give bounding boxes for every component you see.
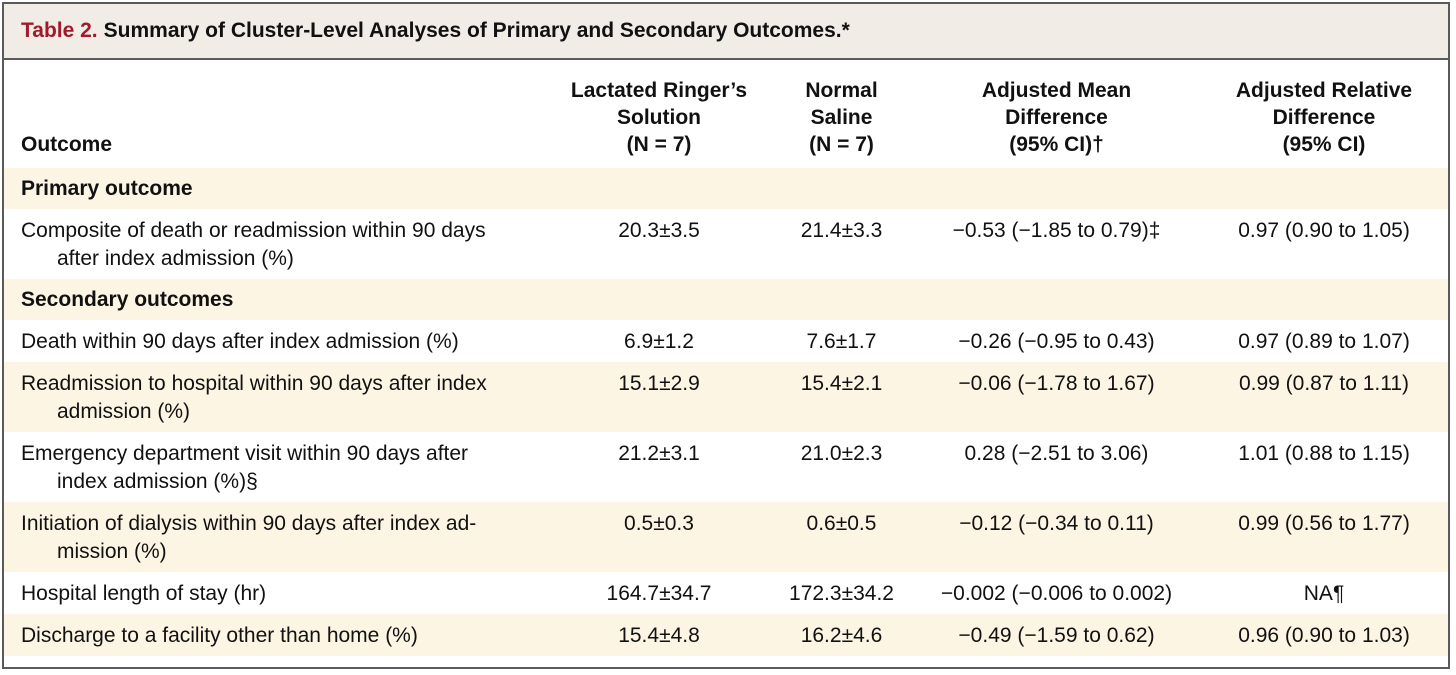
table-row: Hospital length of stay (hr) 164.7±34.7 …: [4, 572, 1448, 614]
section-label: Secondary outcomes: [21, 288, 234, 311]
adjusted-mean-difference-value: −0.26 (−0.95 to 0.43): [958, 330, 1155, 353]
adjusted-mean-difference-value: 0.28 (−2.51 to 3.06): [964, 442, 1149, 465]
adjusted-relative-difference-value: 1.01 (0.88 to 1.15): [1238, 442, 1410, 465]
lactated-ringers-value: 20.3±3.5: [618, 219, 700, 242]
header-outcome: Outcome: [21, 133, 113, 156]
lactated-ringers-value: 0.5±0.3: [624, 512, 694, 535]
outcome-line: admission (%): [57, 400, 191, 423]
outcome-cell: Discharge to a facility other than home …: [21, 622, 561, 650]
header-normal-saline: Normal Saline (N = 7): [769, 77, 914, 158]
normal-saline-value: 21.0±2.3: [800, 442, 883, 465]
header-adjusted-mean-difference: Adjusted Mean Difference (95% CI)†: [924, 77, 1189, 158]
normal-saline-value: 21.4±3.3: [800, 219, 883, 242]
outcome-line: after index admission (%): [57, 247, 294, 270]
normal-saline-value: 172.3±34.2: [789, 582, 894, 605]
adjusted-mean-difference-value: −0.06 (−1.78 to 1.67): [958, 372, 1155, 395]
outcome-cell: Hospital length of stay (hr): [21, 580, 561, 608]
section-label: Primary outcome: [21, 177, 193, 200]
outcome-cell: Death within 90 days after index admissi…: [21, 328, 561, 356]
outcome-line: Readmission to hospital within 90 days a…: [21, 372, 487, 395]
table-number: Table 2.: [21, 19, 98, 42]
outcome-line: Initiation of dialysis within 90 days af…: [21, 512, 477, 535]
adjusted-mean-difference-value: −0.12 (−0.34 to 0.11): [959, 512, 1154, 535]
outcome-line: Discharge to a facility other than home …: [21, 624, 418, 647]
header-line: (N = 7): [626, 133, 692, 156]
adjusted-mean-difference-value: −0.49 (−1.59 to 0.62): [958, 624, 1155, 647]
header-line: Normal: [805, 79, 878, 102]
table-row: Emergency department visit within 90 day…: [4, 432, 1448, 502]
table-row: Readmission to hospital within 90 days a…: [4, 362, 1448, 432]
header-line: Saline: [810, 106, 873, 129]
table-title-bar: Table 2. Summary of Cluster-Level Analys…: [4, 4, 1448, 60]
section-secondary-outcomes: Secondary outcomes: [4, 279, 1448, 320]
header-line: (95% CI)†: [1009, 133, 1104, 156]
outcome-cell: Readmission to hospital within 90 days a…: [21, 370, 561, 426]
header-line: Lactated Ringer’s: [570, 79, 748, 102]
outcome-line: Hospital length of stay (hr): [21, 582, 267, 605]
normal-saline-value: 16.2±4.6: [800, 624, 883, 647]
adjusted-mean-difference-value: −0.002 (−0.006 to 0.002): [940, 582, 1173, 605]
header-line: Difference: [1272, 106, 1376, 129]
header-line: Difference: [1005, 106, 1108, 129]
table-row: Composite of death or readmission within…: [4, 209, 1448, 279]
lactated-ringers-value: 6.9±1.2: [624, 330, 694, 353]
outcome-line: Composite of death or readmission within…: [21, 219, 486, 242]
normal-saline-value: 0.6±0.5: [806, 512, 877, 535]
header-line: Adjusted Mean: [981, 79, 1132, 102]
table-row: Initiation of dialysis within 90 days af…: [4, 502, 1448, 572]
outcome-cell: Initiation of dialysis within 90 days af…: [21, 510, 561, 566]
adjusted-relative-difference-value: 0.97 (0.89 to 1.07): [1238, 330, 1410, 353]
header-line: (95% CI): [1282, 133, 1366, 156]
adjusted-relative-difference-value: 0.99 (0.87 to 1.11): [1238, 372, 1410, 395]
outcome-cell: Emergency department visit within 90 day…: [21, 440, 561, 496]
adjusted-relative-difference-value: 0.97 (0.90 to 1.05): [1238, 219, 1410, 242]
lactated-ringers-value: 15.4±4.8: [618, 624, 700, 647]
lactated-ringers-value: 21.2±3.1: [618, 442, 700, 465]
adjusted-relative-difference-value: 0.96 (0.90 to 1.03): [1238, 624, 1410, 647]
adjusted-mean-difference-value: −0.53 (−1.85 to 0.79)‡: [952, 219, 1161, 242]
outcome-line: Death within 90 days after index admissi…: [21, 330, 459, 353]
table-header: Outcome Lactated Ringer’s Solution (N = …: [4, 60, 1448, 168]
adjusted-relative-difference-value: 0.99 (0.56 to 1.77): [1238, 512, 1410, 535]
header-adjusted-relative-difference: Adjusted Relative Difference (95% CI): [1219, 77, 1429, 158]
normal-saline-value: 15.4±2.1: [800, 372, 883, 395]
table-title: Summary of Cluster-Level Analyses of Pri…: [103, 19, 850, 42]
lactated-ringers-value: 164.7±34.7: [606, 582, 712, 605]
header-lactated-ringers: Lactated Ringer’s Solution (N = 7): [559, 77, 759, 158]
table-row: Discharge to a facility other than home …: [4, 614, 1448, 656]
lactated-ringers-value: 15.1±2.9: [618, 372, 700, 395]
outcome-cell: Composite of death or readmission within…: [21, 217, 561, 273]
normal-saline-value: 7.6±1.7: [806, 330, 877, 353]
table-row: Death within 90 days after index admissi…: [4, 320, 1448, 362]
outcome-line: index admission (%)§: [57, 470, 258, 493]
header-line: Solution: [617, 106, 701, 129]
header-line: Adjusted Relative: [1235, 79, 1413, 102]
outcome-line: mission (%): [57, 540, 167, 563]
adjusted-relative-difference-value: NA¶: [1303, 582, 1345, 605]
outcome-line: Emergency department visit within 90 day…: [21, 442, 469, 465]
section-primary-outcome: Primary outcome: [4, 168, 1448, 209]
header-line: (N = 7): [809, 133, 874, 156]
